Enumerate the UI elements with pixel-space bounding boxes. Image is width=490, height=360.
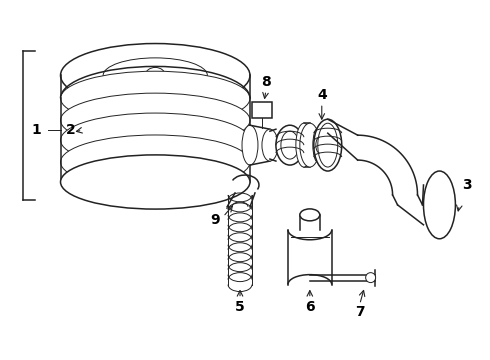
Ellipse shape bbox=[145, 67, 165, 84]
Ellipse shape bbox=[296, 123, 312, 167]
Ellipse shape bbox=[61, 71, 250, 125]
Text: 8: 8 bbox=[261, 75, 271, 89]
Text: 5: 5 bbox=[235, 300, 245, 314]
Text: 2: 2 bbox=[66, 123, 75, 137]
Bar bbox=[252, 102, 272, 118]
Text: 4: 4 bbox=[317, 88, 327, 102]
Ellipse shape bbox=[61, 135, 250, 189]
Text: 6: 6 bbox=[305, 300, 315, 314]
Ellipse shape bbox=[423, 171, 455, 239]
Ellipse shape bbox=[103, 58, 207, 93]
Ellipse shape bbox=[432, 179, 447, 231]
Ellipse shape bbox=[366, 273, 376, 283]
Ellipse shape bbox=[313, 127, 325, 163]
Ellipse shape bbox=[61, 113, 250, 167]
Ellipse shape bbox=[314, 119, 342, 171]
Ellipse shape bbox=[300, 123, 320, 167]
Ellipse shape bbox=[151, 72, 159, 78]
Ellipse shape bbox=[318, 123, 338, 167]
Ellipse shape bbox=[242, 125, 258, 165]
Ellipse shape bbox=[262, 129, 278, 161]
Ellipse shape bbox=[300, 209, 320, 221]
Ellipse shape bbox=[61, 93, 250, 147]
Ellipse shape bbox=[61, 155, 250, 209]
Text: 7: 7 bbox=[355, 306, 365, 319]
Ellipse shape bbox=[61, 44, 250, 107]
Ellipse shape bbox=[281, 131, 299, 159]
Text: 1: 1 bbox=[32, 123, 42, 137]
Text: 3: 3 bbox=[463, 178, 472, 192]
Ellipse shape bbox=[276, 125, 304, 165]
Text: 9: 9 bbox=[210, 213, 220, 227]
